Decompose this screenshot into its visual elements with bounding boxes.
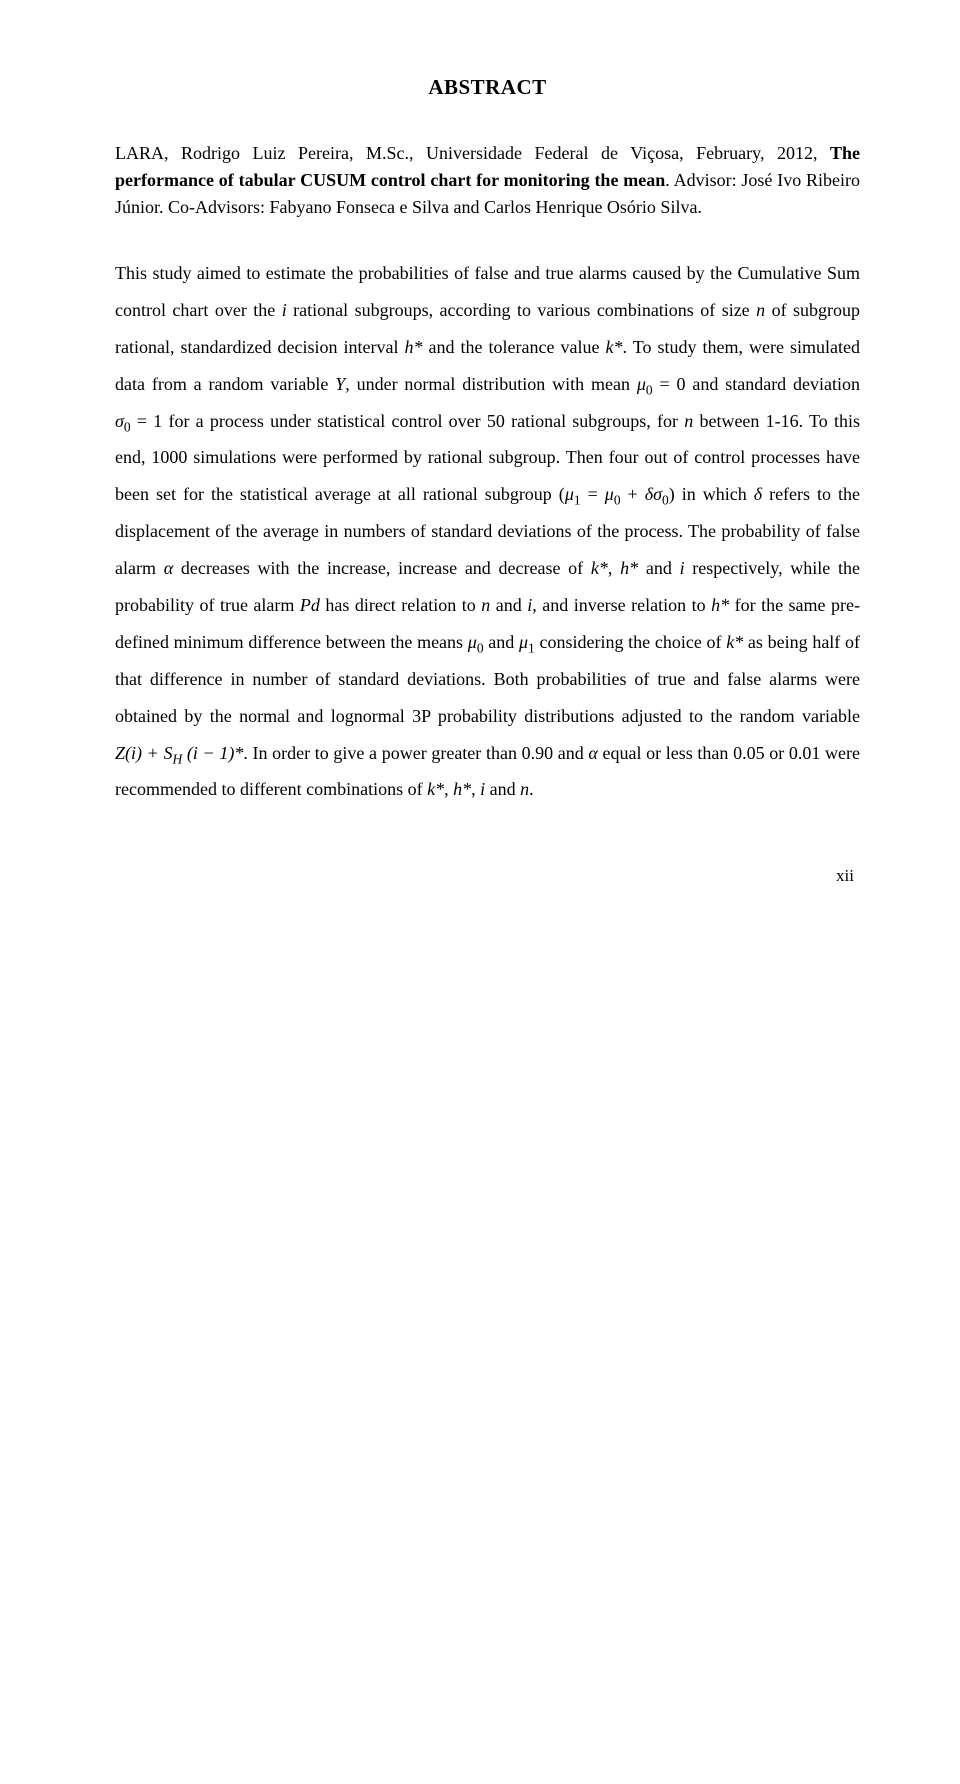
mu-symbol: μ: [468, 632, 477, 652]
var-pd: Pd: [300, 595, 320, 615]
var-kstar: k*: [427, 779, 444, 799]
var-n: n: [684, 411, 693, 431]
citation-author: LARA, Rodrigo Luiz Pereira, M.Sc., Unive…: [115, 143, 830, 163]
text-run: for a process under statistical control …: [162, 411, 684, 431]
page-number: xii: [115, 866, 860, 886]
text-run: and standard deviation: [686, 374, 861, 394]
eq-mu1: μ1 = μ0 + δσ0: [565, 484, 669, 504]
var-delta: δ: [754, 484, 762, 504]
var-alpha: α: [588, 743, 597, 763]
sub-0: 0: [614, 493, 621, 508]
z-part-a: Z(i) + S: [115, 743, 172, 763]
eq-plus: +: [621, 484, 645, 504]
abstract-heading: ABSTRACT: [115, 75, 860, 100]
text-run: and: [484, 632, 519, 652]
mu-symbol: μ: [637, 374, 646, 394]
var-kstar: k*: [591, 558, 608, 578]
var-hstar: h*: [620, 558, 638, 578]
eq-z-expr: Z(i) + SH (i − 1)*: [115, 743, 243, 763]
citation-block: LARA, Rodrigo Luiz Pereira, M.Sc., Unive…: [115, 140, 860, 221]
sub-0: 0: [124, 419, 131, 434]
var-kstar: k*: [726, 632, 743, 652]
var-alpha: α: [164, 558, 173, 578]
text-run: .: [529, 779, 534, 799]
var-mu1: μ1: [519, 632, 535, 652]
var-hstar: h*: [404, 337, 422, 357]
eq-sigma0: σ0 = 1: [115, 411, 162, 431]
var-hstar: h*: [711, 595, 729, 615]
text-run: ,: [444, 779, 453, 799]
text-run: and: [485, 779, 520, 799]
var-kstar: k*: [606, 337, 623, 357]
var-n: n: [756, 300, 765, 320]
text-run: , under normal distribution with mean: [345, 374, 637, 394]
var-mu0: μ0: [468, 632, 484, 652]
eq-equals: =: [581, 484, 605, 504]
text-run: ,: [471, 779, 480, 799]
abstract-body: This study aimed to estimate the probabi…: [115, 255, 860, 808]
text-run: , and inverse relation to: [532, 595, 711, 615]
eq-rhs: = 0: [653, 374, 686, 394]
sub-1: 1: [574, 493, 581, 508]
var-n: n: [520, 779, 529, 799]
text-run: and: [490, 595, 527, 615]
mu-symbol: μ: [565, 484, 574, 504]
text-run: and: [638, 558, 679, 578]
text-run: and the tolerance value: [422, 337, 605, 357]
sub-0: 0: [477, 641, 484, 656]
z-part-b: (i − 1)*: [182, 743, 243, 763]
var-n: n: [481, 595, 490, 615]
sub-0: 0: [662, 493, 669, 508]
eq-mu0: μ0 = 0: [637, 374, 686, 394]
mu-symbol: μ: [605, 484, 614, 504]
text-run: rational subgroups, according to various…: [287, 300, 756, 320]
mu-symbol: μ: [519, 632, 528, 652]
text-run: decreases with the increase, increase an…: [173, 558, 591, 578]
var-hstar: h*: [453, 779, 471, 799]
sub-1: 1: [528, 641, 535, 656]
text-run: . In order to give a power greater than …: [243, 743, 588, 763]
delta-sigma: δσ: [645, 484, 662, 504]
eq-rhs: = 1: [131, 411, 163, 431]
text-run: has direct relation to: [320, 595, 481, 615]
text-run: considering the choice of: [535, 632, 726, 652]
sigma-symbol: σ: [115, 411, 124, 431]
text-run: ) in which: [669, 484, 754, 504]
text-run: ,: [608, 558, 620, 578]
sub-h: H: [172, 751, 182, 766]
sub-0: 0: [646, 382, 653, 397]
var-y: Y: [335, 374, 345, 394]
